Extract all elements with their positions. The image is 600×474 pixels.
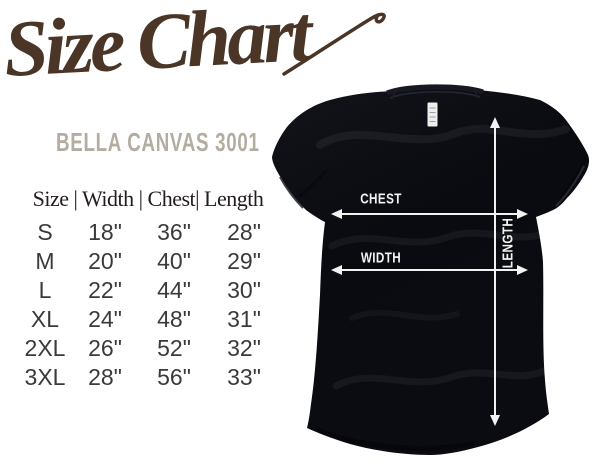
chest-cell: 36" bbox=[157, 219, 191, 245]
size-table: S 18" 36" 28" M 20" 40" 29" L 22" 44" 30… bbox=[16, 218, 276, 392]
length-cell: 30" bbox=[227, 277, 261, 303]
size-table-header: Size | Width | Chest| Length bbox=[32, 186, 264, 211]
table-row: S 18" 36" 28" bbox=[16, 218, 276, 247]
shoulder-seam-right bbox=[473, 88, 479, 99]
title-swash-stroke bbox=[282, 12, 386, 76]
length-cell: 29" bbox=[227, 248, 261, 274]
width-cell: 26" bbox=[88, 335, 122, 361]
fabric-folds bbox=[298, 158, 586, 451]
table-row: XL 24" 48" 31" bbox=[16, 305, 276, 334]
table-row: 3XL 28" 56" 33" bbox=[16, 363, 276, 392]
length-cell: 28" bbox=[227, 219, 261, 245]
length-cell: 33" bbox=[227, 364, 261, 390]
size-cell: 3XL bbox=[24, 364, 66, 390]
width-arrow bbox=[331, 265, 528, 275]
shoulder-seam-left bbox=[391, 89, 397, 100]
table-row: L 22" 44" 30" bbox=[16, 276, 276, 305]
fabric-watermark bbox=[316, 125, 570, 390]
size-cell: M bbox=[35, 248, 55, 274]
collar-seam bbox=[389, 91, 481, 99]
subtitle: BELLA CANVAS 3001 bbox=[56, 127, 260, 157]
chest-cell: 44" bbox=[157, 277, 191, 303]
width-cell: 20" bbox=[88, 248, 122, 274]
width-cell: 24" bbox=[88, 306, 122, 332]
chest-cell: 40" bbox=[157, 248, 191, 274]
length-cell: 31" bbox=[227, 306, 261, 332]
size-cell: S bbox=[37, 219, 53, 245]
size-cell: L bbox=[38, 277, 52, 303]
size-cell: XL bbox=[30, 306, 60, 332]
collar bbox=[386, 84, 484, 96]
neck-tag bbox=[427, 102, 438, 127]
length-arrow bbox=[490, 117, 500, 426]
width-cell: 18" bbox=[88, 219, 122, 245]
width-cell: 28" bbox=[88, 364, 122, 390]
length-measure-label: LENGTH bbox=[499, 217, 517, 269]
table-row: M 20" 40" 29" bbox=[16, 247, 276, 276]
chest-cell: 56" bbox=[157, 364, 191, 390]
cuff-roll-left bbox=[279, 176, 304, 209]
length-cell: 32" bbox=[227, 335, 261, 361]
chest-cell: 48" bbox=[157, 306, 191, 332]
width-cell: 22" bbox=[88, 277, 122, 303]
width-measure-label: WIDTH bbox=[360, 249, 402, 267]
chest-arrow bbox=[331, 209, 528, 219]
chest-measure-label: CHEST bbox=[360, 190, 402, 208]
table-row: 2XL 26" 52" 32" bbox=[16, 334, 276, 363]
cuff-roll-right bbox=[555, 165, 585, 207]
chest-cell: 52" bbox=[157, 335, 191, 361]
size-cell: 2XL bbox=[24, 335, 66, 361]
